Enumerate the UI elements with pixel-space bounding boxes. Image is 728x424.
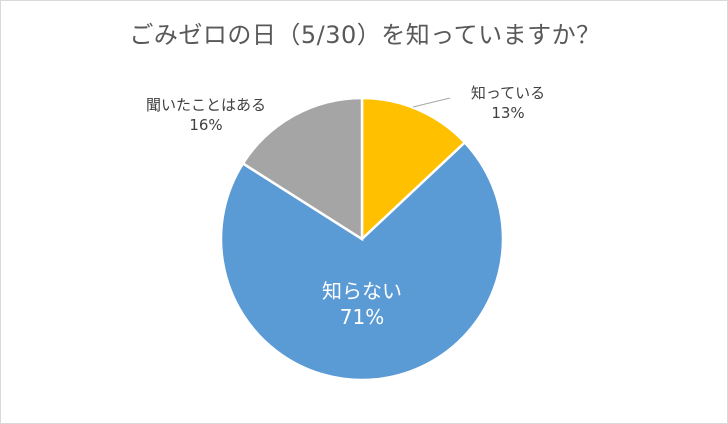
slice-kiitakoto bbox=[241, 96, 364, 242]
slice-shiranai bbox=[219, 140, 505, 382]
chart-title: ごみゼロの日（5/30）を知っていますか？ bbox=[129, 21, 601, 49]
leader-line-shitteiru bbox=[412, 97, 451, 108]
slice-shitteiru-category-label: 知っている bbox=[471, 84, 545, 102]
slice-kiitakoto-value-label: 16% bbox=[189, 116, 222, 134]
slice-shitteiru bbox=[360, 96, 467, 242]
slice-kiitakoto-category-label: 聞いたことはある bbox=[146, 96, 266, 114]
slice-shitteiru-value-label: 13% bbox=[491, 104, 524, 122]
slice-shiranai-category-label: 知らない bbox=[322, 279, 402, 303]
slice-shiranai-value-label: 71% bbox=[340, 305, 384, 329]
